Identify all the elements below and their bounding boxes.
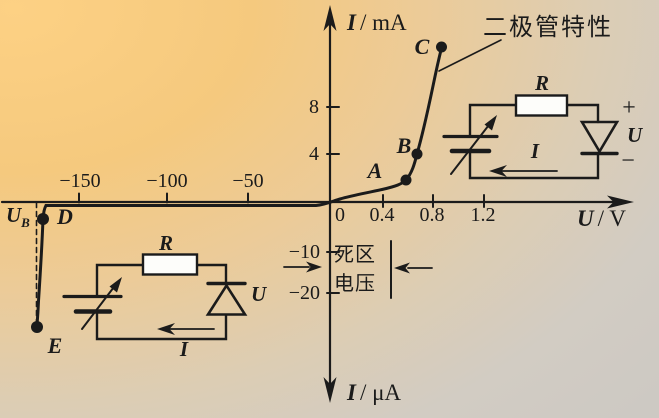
breakdown-voltage-label: UB xyxy=(6,203,30,231)
reverse-bias-circuit xyxy=(62,253,248,341)
y-axis-negative-unit: / μA xyxy=(359,380,402,405)
reverse-resistor-label: R xyxy=(158,231,174,255)
y-axis-bottom-arrowhead xyxy=(323,377,337,403)
x-tick-label-neg100: −100 xyxy=(146,170,188,192)
point-a-label: A xyxy=(367,158,383,183)
diode-symbol xyxy=(579,120,620,156)
breakdown-voltage-variable: U xyxy=(6,203,22,227)
y-tick-label-4: 4 xyxy=(309,143,319,165)
resistor-symbol xyxy=(514,94,569,117)
point-b-dot xyxy=(411,148,423,160)
resistor-symbol xyxy=(141,253,199,276)
curve-callout-label: 二极管特性 xyxy=(483,15,613,41)
curve-callout-line xyxy=(438,39,502,72)
x-tick-label-04: 0.4 xyxy=(369,204,395,226)
forward-plus-sign: + xyxy=(622,95,636,121)
y-axis-positive-label: I / mA xyxy=(347,11,407,34)
y-tick-label-8: 8 xyxy=(309,96,319,118)
y-axis-positive-variable: I xyxy=(347,10,356,35)
point-c-dot xyxy=(436,41,447,53)
point-a-dot xyxy=(400,174,412,186)
reverse-breakdown-curve xyxy=(35,204,48,327)
x-axis-arrowhead xyxy=(607,195,634,209)
point-e-dot xyxy=(31,321,43,333)
x-tick-label-neg150: −150 xyxy=(59,170,101,192)
current-arrow xyxy=(157,323,215,335)
variable-source-symbol xyxy=(62,277,123,330)
breakdown-voltage-subscript: B xyxy=(21,215,30,231)
x-axis-label: U / V xyxy=(577,207,626,230)
x-tick-label-neg50: −50 xyxy=(232,170,264,192)
dead-zone-left-arrowhead xyxy=(306,261,322,273)
current-arrow xyxy=(489,165,558,177)
circuit-wires xyxy=(468,103,600,180)
forward-resistor-label: R xyxy=(534,71,550,95)
circuit-wires xyxy=(95,263,228,341)
y-axis-negative-label: I / μA xyxy=(347,381,401,404)
forward-minus-sign: − xyxy=(621,148,635,174)
x-axis-unit: / V xyxy=(597,206,626,231)
y-tick-label-neg10: −10 xyxy=(288,241,320,263)
y-tick-label-neg20: −20 xyxy=(288,282,320,304)
diode-symbol xyxy=(205,281,248,316)
point-d-dot xyxy=(37,213,49,225)
dead-zone-right-arrowhead xyxy=(394,262,410,274)
curve-data-points xyxy=(31,41,447,333)
y-axis-top-arrowhead xyxy=(323,5,337,31)
dead-zone-annotation xyxy=(283,240,433,299)
x-tick-label-08: 0.8 xyxy=(419,204,445,226)
forward-voltage-label: U xyxy=(627,123,643,147)
forward-bias-circuit xyxy=(442,94,620,180)
reverse-voltage-label: U xyxy=(251,282,267,306)
reverse-current-label: I xyxy=(179,337,189,361)
x-tick-label-0: 0 xyxy=(335,204,345,226)
x-axis-variable: U xyxy=(577,206,594,231)
x-tick-label-12: 1.2 xyxy=(470,204,496,226)
point-e-label: E xyxy=(47,333,63,358)
y-axis-positive-unit: / mA xyxy=(359,10,407,35)
y-axis-negative-variable: I xyxy=(347,380,356,405)
source-arrowhead xyxy=(484,115,497,131)
source-arrowhead xyxy=(109,277,122,293)
dead-zone-label-line1: 死区 xyxy=(334,244,376,266)
dead-zone-label-line2: 电压 xyxy=(334,273,376,295)
x-axis xyxy=(0,192,634,209)
point-b-label: B xyxy=(396,133,412,158)
dead-zone-label: 死区 电压 xyxy=(334,241,376,299)
forward-current-label: I xyxy=(530,139,540,163)
variable-source-symbol xyxy=(442,115,499,175)
point-c-label: C xyxy=(414,34,430,59)
y-axis xyxy=(323,5,340,403)
point-d-label: D xyxy=(57,204,73,229)
